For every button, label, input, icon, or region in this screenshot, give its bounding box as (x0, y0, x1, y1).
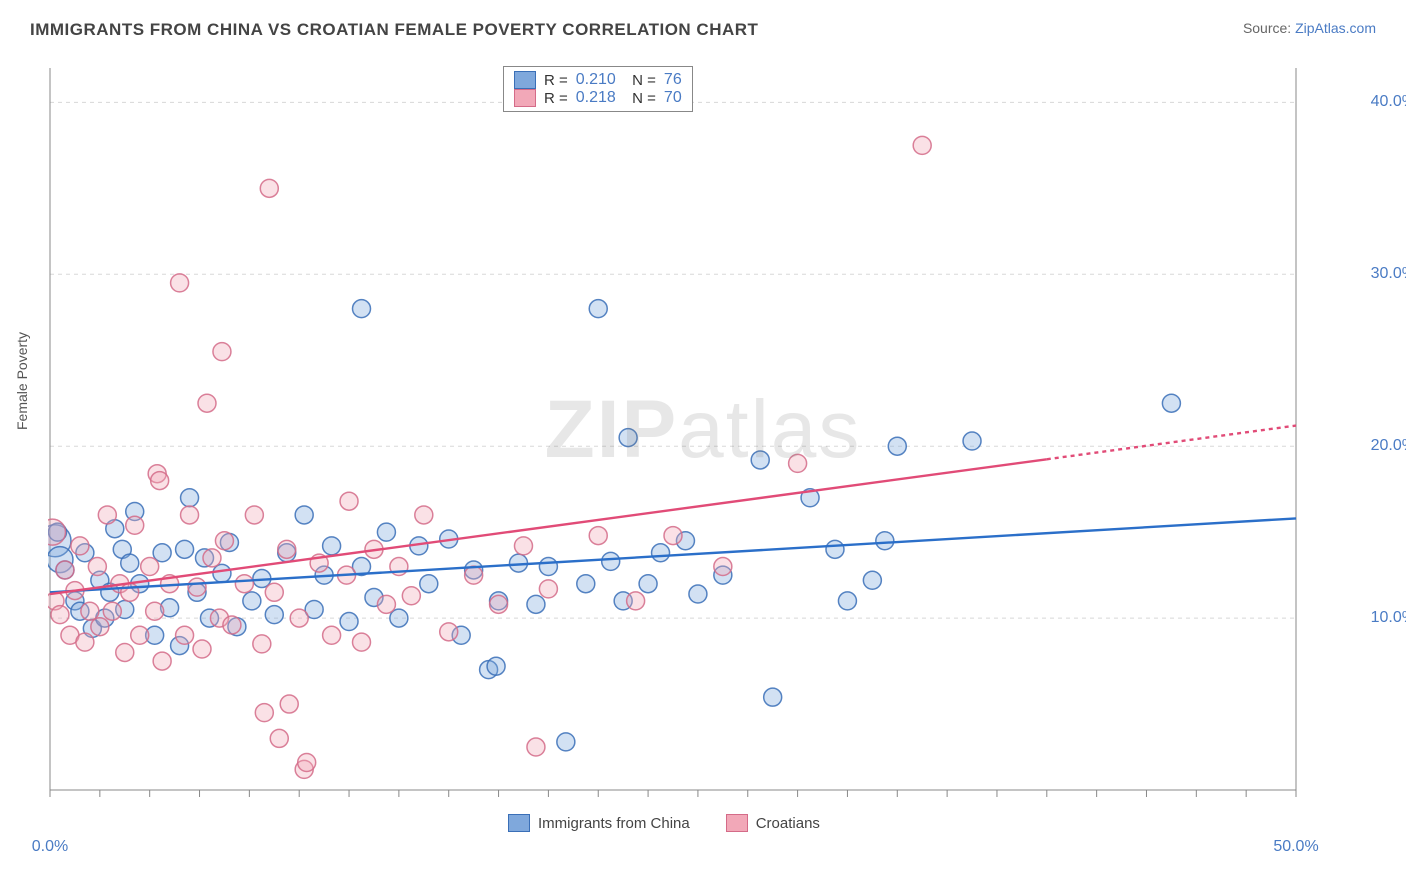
legend-row-croatians: R =0.218 N =70 (514, 89, 682, 107)
y-axis-label: Female Poverty (14, 332, 30, 430)
legend-item-croatians: Croatians (726, 814, 820, 832)
swatch-croatians (514, 89, 536, 107)
scatter-plot (48, 60, 1358, 830)
series-legend: Immigrants from China Croatians (508, 814, 820, 832)
source-link[interactable]: ZipAtlas.com (1295, 20, 1376, 36)
swatch-china-icon (508, 814, 530, 832)
swatch-china (514, 71, 536, 89)
source-attribution: Source: ZipAtlas.com (1243, 20, 1376, 36)
x-tick-label: 50.0% (1273, 838, 1318, 856)
x-tick-label: 0.0% (32, 838, 68, 856)
y-tick-label: 20.0% (1371, 437, 1406, 455)
y-tick-label: 30.0% (1371, 265, 1406, 283)
y-tick-label: 10.0% (1371, 609, 1406, 627)
legend-item-china: Immigrants from China (508, 814, 690, 832)
correlation-legend: R =0.210 N =76 R =0.218 N =70 (503, 66, 693, 112)
y-tick-label: 40.0% (1371, 93, 1406, 111)
swatch-croatians-icon (726, 814, 748, 832)
chart-title: IMMIGRANTS FROM CHINA VS CROATIAN FEMALE… (30, 20, 758, 40)
legend-row-china: R =0.210 N =76 (514, 71, 682, 89)
chart-container: ZIPatlas R =0.210 N =76 R =0.218 N =70 I… (48, 60, 1358, 830)
